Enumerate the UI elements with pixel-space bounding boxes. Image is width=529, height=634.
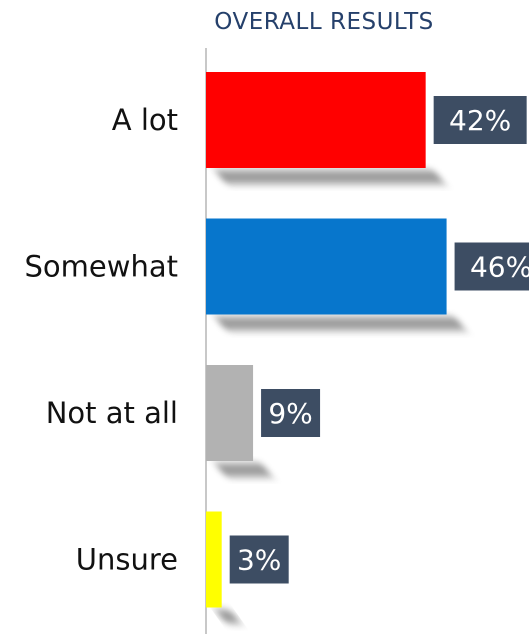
value-label-box	[261, 389, 321, 437]
category-label: Unsure	[76, 543, 178, 577]
value-label: 42%	[449, 104, 511, 137]
category-label: Somewhat	[25, 250, 178, 284]
bar-shadow	[215, 463, 272, 477]
value-label: 46%	[470, 251, 529, 284]
bar-3	[206, 511, 222, 608]
value-label: 3%	[237, 544, 281, 577]
value-label-box	[229, 535, 289, 584]
bar-shadow	[215, 170, 445, 184]
value-label-box	[454, 242, 529, 291]
bar-1	[206, 218, 447, 315]
value-label: 9%	[268, 397, 312, 430]
category-label: Not at all	[46, 396, 178, 430]
bar-0	[206, 72, 426, 168]
category-label: A lot	[112, 103, 178, 137]
bars-layer: A lot 42% Somewhat 46% Not at all 9% Unsure 3%	[25, 72, 529, 624]
value-label-box	[433, 96, 527, 144]
bar-2	[206, 365, 254, 461]
bar-shadow	[215, 316, 466, 331]
chart-title: OVERALL RESULTS	[214, 9, 433, 35]
bar-shadow	[215, 609, 241, 624]
